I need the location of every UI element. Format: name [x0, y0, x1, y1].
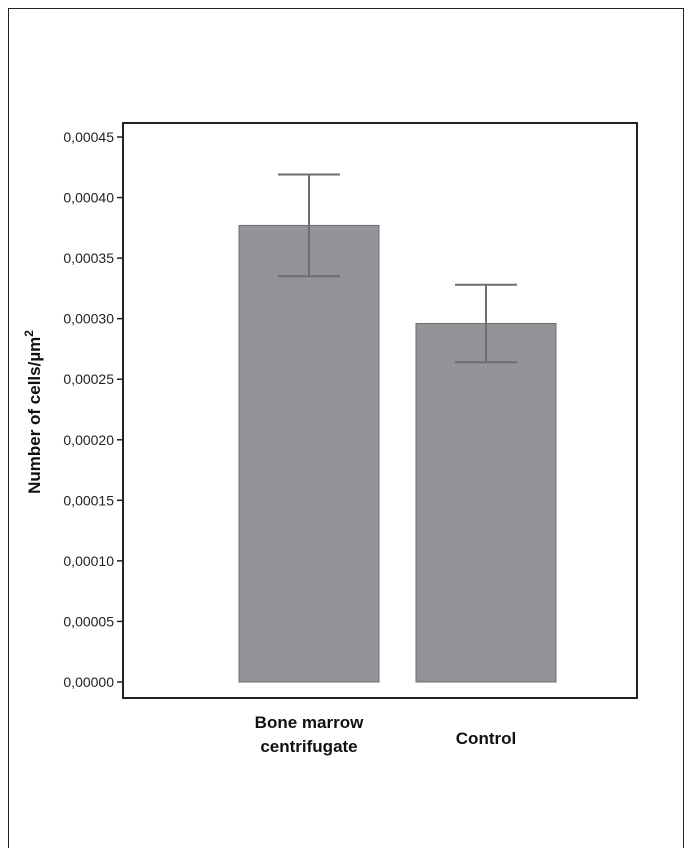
y-tick-label: 0,00035 — [63, 250, 114, 266]
y-axis-title-superscript: 2 — [22, 330, 36, 337]
y-tick-label: 0,00015 — [63, 492, 114, 508]
bars-group — [238, 173, 557, 683]
x-category-label: Bone marrow centrifugate — [255, 713, 364, 756]
bar — [415, 323, 557, 683]
x-category-label: Control — [456, 729, 516, 748]
y-tick-label: 0,00045 — [63, 129, 114, 145]
y-axis: 0,00000 0,00005 0,00010 0,00015 0,00020 0,000… — [63, 129, 123, 690]
x-axis-labels: Bone marrow centrifugate Control — [255, 713, 517, 756]
y-tick-label: 0,00025 — [63, 371, 114, 387]
figure-frame — [8, 8, 684, 848]
y-tick-label: 0,00030 — [63, 311, 114, 327]
y-tick-label: 0,00000 — [63, 674, 114, 690]
bar — [238, 224, 380, 683]
y-axis-title-text: Number of cells/µm — [25, 337, 44, 494]
y-tick-label: 0,00005 — [63, 613, 114, 629]
y-axis-title: Number of cells/µm2 — [22, 330, 44, 494]
y-tick-label: 0,00040 — [63, 190, 114, 206]
plot-area — [122, 122, 638, 699]
y-tick-label: 0,00010 — [63, 553, 114, 569]
y-tick-label: 0,00020 — [63, 432, 114, 448]
